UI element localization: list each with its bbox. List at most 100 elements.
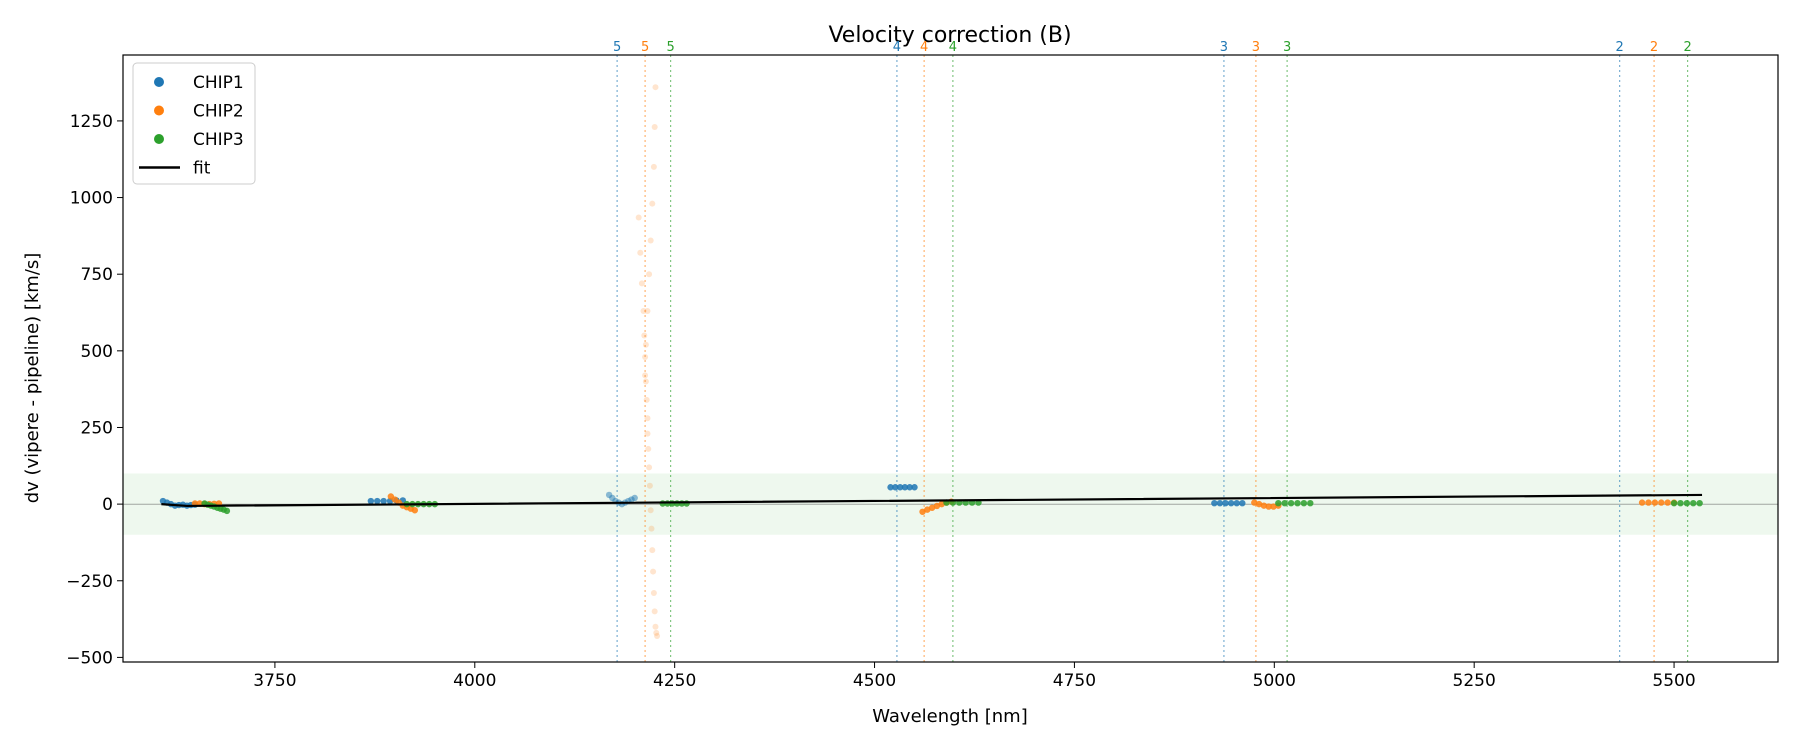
x-tick-label: 4000 [453, 671, 496, 691]
outlier-point [642, 353, 649, 360]
legend-marker-swatch [154, 105, 164, 116]
outlier-point [653, 629, 660, 636]
data-point [1664, 499, 1671, 506]
x-tick-label: 5250 [1453, 671, 1496, 691]
data-point [911, 484, 918, 491]
data-point [374, 497, 381, 505]
data-point [1233, 499, 1240, 507]
y-tick-label: −500 [66, 648, 113, 668]
outlier-point [651, 608, 658, 615]
order-label: 4 [893, 40, 901, 55]
plot-area [123, 55, 1778, 662]
outlier-point [646, 271, 653, 278]
data-point [1281, 499, 1288, 507]
data-point [631, 494, 638, 502]
outlier-point [641, 332, 648, 339]
x-tick-label: 4750 [1053, 671, 1096, 691]
outlier-point [649, 200, 656, 207]
outlier-point [642, 372, 649, 379]
legend-label: CHIP1 [193, 73, 244, 93]
outlier-point [650, 568, 657, 575]
data-point [1260, 502, 1268, 509]
outlier-point [640, 307, 647, 314]
data-point [919, 508, 926, 515]
order-label: 4 [920, 40, 928, 55]
data-point [380, 497, 387, 505]
order-label: 3 [1252, 40, 1260, 55]
data-point [896, 484, 904, 491]
x-tick-label: 4250 [653, 671, 696, 691]
outlier-point [635, 214, 642, 221]
outlier-point [650, 163, 657, 170]
data-point [924, 506, 931, 513]
outlier-point [644, 430, 651, 437]
order-label: 2 [1616, 40, 1624, 55]
data-point [1645, 499, 1652, 506]
outlier-point [644, 307, 651, 314]
data-point [1270, 503, 1277, 510]
data-point [223, 507, 231, 515]
legend-box [132, 62, 256, 185]
chart-title: Velocity correction (B) [828, 23, 1071, 48]
x-tick-label: 3750 [253, 671, 296, 691]
y-axis-ticks: −500 −250 0 250 500 750 1000 1250 [66, 112, 123, 668]
data-point [1265, 503, 1272, 510]
data-point [928, 504, 936, 511]
outlier-point [648, 525, 655, 532]
outlier-point [649, 547, 656, 554]
legend-marker-swatch [154, 134, 164, 144]
series-chip3 [201, 499, 1703, 515]
outlier-point [642, 341, 649, 348]
data-point [367, 497, 375, 505]
outlier-point [643, 396, 650, 403]
x-tick-label: 5000 [1253, 671, 1296, 691]
outlier-point [637, 249, 644, 256]
outlier-point [646, 464, 653, 471]
outlier-point [638, 280, 645, 287]
legend-marker-swatch [154, 77, 164, 87]
outlier-point [652, 623, 659, 630]
outlier-point [642, 378, 649, 385]
y-tick-label: −250 [66, 572, 113, 592]
data-point [411, 507, 419, 514]
outlier-point [652, 84, 659, 91]
data-point [1275, 499, 1282, 507]
data-point [1211, 499, 1218, 507]
order-label: 2 [1684, 40, 1692, 55]
order-label: 4 [949, 40, 957, 55]
outlier-point [650, 590, 657, 597]
order-label: 3 [1220, 40, 1228, 55]
x-tick-label: 5500 [1652, 671, 1695, 691]
outlier-point [646, 482, 653, 489]
order-label: 2 [1650, 40, 1658, 55]
data-point [1300, 499, 1308, 507]
data-point [1677, 499, 1684, 507]
data-point [1294, 499, 1301, 507]
order-label: 5 [613, 40, 621, 55]
y-tick-label: 500 [81, 342, 113, 362]
outlier-point [645, 445, 652, 452]
data-point [1287, 499, 1295, 507]
data-point [887, 484, 894, 491]
x-axis-label: Wavelength [nm] [872, 706, 1028, 727]
data-point [1216, 499, 1224, 507]
fit-line [161, 493, 1703, 508]
data-point [1307, 499, 1314, 507]
data-point [1227, 499, 1235, 507]
y-tick-label: 1250 [70, 112, 113, 132]
order-label: 5 [641, 40, 649, 55]
data-point [1658, 499, 1665, 506]
y-axis-label: dv (vipere - pipeline) [km/s] [22, 253, 43, 504]
legend-label: fit [193, 159, 211, 179]
legend-label: CHIP2 [193, 102, 244, 122]
order-label: 3 [1283, 40, 1291, 55]
y-tick-label: 250 [81, 418, 113, 438]
data-point [906, 484, 913, 491]
y-tick-label: 0 [102, 495, 113, 515]
y-tick-label: 750 [81, 265, 113, 285]
data-point [1670, 499, 1678, 507]
data-point [1690, 499, 1697, 507]
data-point [892, 484, 899, 491]
x-axis-ticks: 3750 4000 4250 4500 4750 5000 5250 5500 [253, 662, 1696, 691]
data-point [933, 502, 941, 510]
